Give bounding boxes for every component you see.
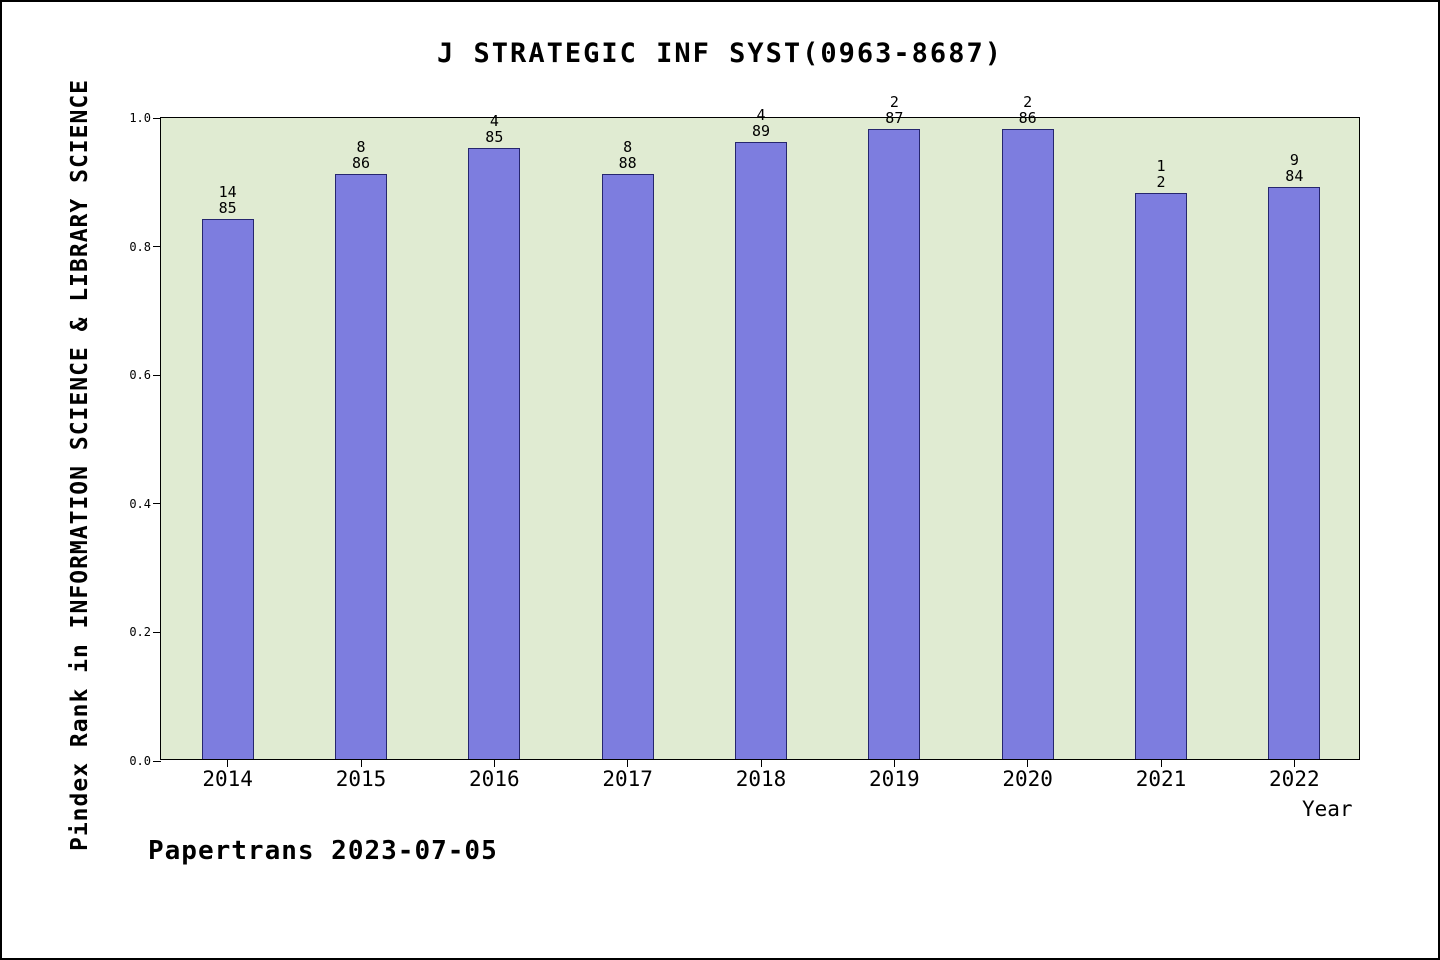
bar-annotation-2016: 4 85 <box>485 113 503 145</box>
bar-2020 <box>1001 128 1054 759</box>
x-tick-mark <box>493 759 495 767</box>
bar-2018 <box>735 141 787 759</box>
bar-annotation-2022: 9 84 <box>1285 152 1303 184</box>
bar-annotation-line: 88 <box>618 153 637 172</box>
y-tick-mark <box>153 117 161 119</box>
y-tick-mark <box>153 631 161 633</box>
bar-annotation-line: 4 <box>489 112 499 131</box>
bar-annotation-2018: 4 89 <box>752 107 770 139</box>
x-tick-mark <box>227 759 229 767</box>
bar-2017 <box>601 173 654 759</box>
y-tick-label: 0.6 <box>129 368 151 383</box>
y-tick-mark <box>153 374 161 376</box>
bar-annotation-2017: 8 88 <box>619 139 637 171</box>
y-tick-label: 0.2 <box>129 625 151 640</box>
x-tick-label-2014: 2014 <box>202 767 253 791</box>
footer-watermark: Papertrans 2023-07-05 <box>148 836 498 866</box>
bar-annotation-line: 2 <box>889 92 899 111</box>
y-tick-label: 1.0 <box>129 111 151 125</box>
bar-2016 <box>468 148 521 759</box>
x-tick-mark <box>760 759 762 767</box>
y-tick-mark <box>153 760 161 762</box>
bar-annotation-line: 2 <box>1023 92 1033 111</box>
y-tick-label: 0.0 <box>129 754 151 768</box>
x-tick-label-2022: 2022 <box>1269 767 1320 791</box>
bar-2022 <box>1268 186 1321 759</box>
y-axis-label: Pindex Rank in INFORMATION SCIENCE & LIB… <box>67 78 93 852</box>
x-axis-label: Year <box>1302 797 1353 821</box>
y-tick-mark <box>153 503 161 505</box>
bar-annotation-line: 89 <box>751 121 771 140</box>
bar-annotation-line: 86 <box>351 153 371 172</box>
y-tick-label: 0.8 <box>129 239 151 254</box>
bar-annotation-line: 84 <box>1285 166 1304 185</box>
x-tick-label-2020: 2020 <box>1002 767 1053 791</box>
plot-area: 0.0 0.2 0.4 0.6 0.8 1.0 14 85 2014 8 86 2015 4 85 2016… <box>129 94 1360 791</box>
bar-annotation-line: 14 <box>218 182 237 201</box>
x-tick-mark <box>1293 759 1295 767</box>
bar-annotation-2014: 14 85 <box>219 184 237 216</box>
x-tick-mark <box>893 759 895 767</box>
bar-2021 <box>1135 193 1187 759</box>
bar-annotation-line: 9 <box>1289 150 1299 169</box>
bar-annotation-line: 2 <box>1156 173 1166 192</box>
bar-annotation-line: 86 <box>1018 108 1037 127</box>
x-tick-mark <box>360 759 362 767</box>
y-tick-mark <box>153 246 161 248</box>
x-tick-label-2015: 2015 <box>335 767 387 791</box>
bar-annotation-line: 85 <box>218 198 237 217</box>
bar-2014 <box>201 218 254 759</box>
bar-annotation-line: 85 <box>485 128 504 147</box>
bar-annotation-line: 1 <box>1156 157 1166 176</box>
y-tick-label: 0.4 <box>129 496 151 511</box>
bar-annotation-line: 8 <box>356 137 366 156</box>
x-tick-label-2021: 2021 <box>1135 767 1187 791</box>
bar-annotation-line: 87 <box>885 108 904 127</box>
bar-2019 <box>868 128 921 759</box>
bar-annotation-line: 8 <box>623 137 633 156</box>
x-tick-label-2019: 2019 <box>869 767 920 791</box>
x-tick-mark <box>1160 759 1162 767</box>
x-tick-mark <box>627 759 629 767</box>
x-tick-label-2016: 2016 <box>469 767 520 791</box>
x-tick-label-2018: 2018 <box>735 767 787 791</box>
bar-annotation-2020: 2 86 <box>1019 94 1037 126</box>
bar-annotation-2019: 2 87 <box>885 94 903 126</box>
bar-annotation-line: 4 <box>756 105 766 124</box>
x-tick-label-2017: 2017 <box>602 767 653 791</box>
chart-title: J STRATEGIC INF SYST(0963-8687) <box>437 38 1003 69</box>
bar-2015 <box>335 173 387 759</box>
x-tick-mark <box>1027 759 1029 767</box>
bar-annotation-2015: 8 86 <box>352 139 370 171</box>
